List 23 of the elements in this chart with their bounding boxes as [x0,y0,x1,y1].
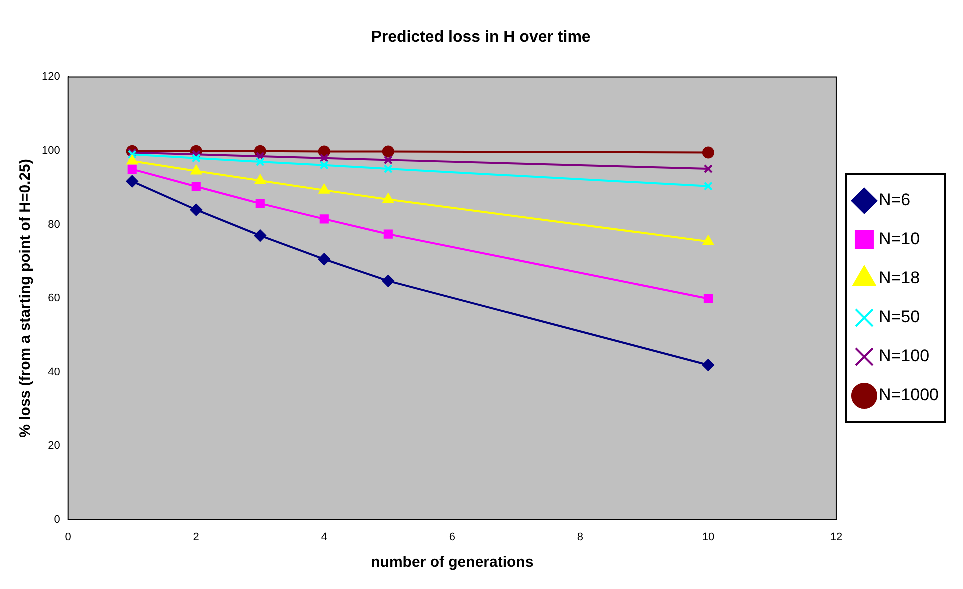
legend-label: N=18 [878,268,920,288]
x-tick-label: 0 [65,531,72,544]
x-tick-label: 2 [193,531,200,544]
legend-label: N=10 [878,230,920,249]
x-tick-label: 4 [321,531,328,544]
legend-label: N=50 [878,308,920,327]
y-tick-label: 60 [48,292,60,305]
x-tick-label: 8 [577,531,584,544]
y-tick-label: 100 [42,145,60,157]
x-tick-label: 10 [702,531,715,544]
x-axis-title: number of generations [371,554,534,572]
legend-label: N=100 [878,346,930,366]
chart-title: Predicted loss in H over time [371,29,591,46]
y-tick-label: 0 [54,514,60,526]
y-tick-label: 20 [48,440,60,452]
y-axis-title: % loss (from a starting point of H=0.25) [17,159,34,438]
x-tick-label: 12 [830,531,843,544]
y-tick-label: 120 [42,71,60,84]
legend-label: N=6 [878,190,911,210]
legend-label: N=1000 [878,386,940,405]
y-tick-label: 40 [48,366,60,378]
y-tick-label: 80 [48,218,60,231]
x-tick-label: 6 [449,531,456,544]
